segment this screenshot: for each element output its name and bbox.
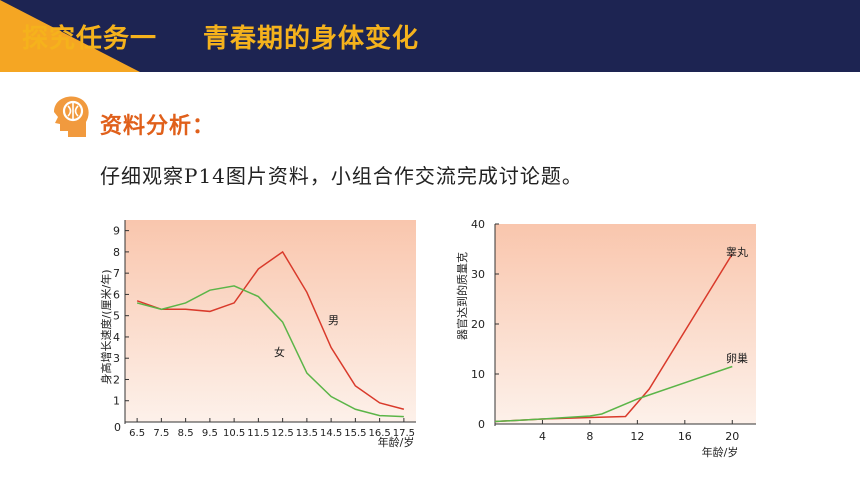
brain-head-icon [54, 96, 89, 137]
origin-label: 0 [478, 418, 485, 431]
y-tick-label: 10 [471, 368, 485, 381]
y-tick-label: 4 [113, 331, 120, 344]
page-title: 探究任务一 青春期的身体变化 [22, 18, 465, 55]
y-tick-label: 20 [471, 318, 485, 331]
x-tick-label: 8.5 [178, 428, 194, 439]
y-axis-label: 身高增长速度/(厘米/年) [99, 270, 113, 385]
series-line-male [136, 250, 405, 410]
plot-background [495, 224, 756, 424]
section-label: 资料分析： [100, 114, 216, 139]
series-line-female [136, 285, 404, 418]
y-tick-label: 3 [113, 352, 120, 365]
series-line-ovary [494, 365, 733, 423]
x-tick-label: 11.5 [247, 428, 269, 439]
y-tick-label: 2 [113, 373, 120, 386]
title-accent-shape [0, 0, 140, 72]
organ-mass-chart: 器官达到的质量克 年龄/岁 0 10 20 30 40 4 8 12 16 20 睾丸 卵巢 [455, 218, 756, 459]
x-tick-label: 14.5 [320, 428, 342, 439]
x-tick-label: 12 [630, 430, 644, 443]
x-tick-label: 4 [539, 430, 546, 443]
y-tick-label: 6 [113, 288, 120, 301]
y-axis-label: 器官达到的质量克 [455, 252, 469, 340]
y-tick-label: 8 [113, 246, 120, 259]
x-tick-label: 16 [678, 430, 692, 443]
x-axis-label: 年龄/岁 [702, 445, 739, 459]
x-tick-label: 9.5 [202, 428, 218, 439]
x-tick-label: 8 [586, 430, 593, 443]
x-tick-label: 17.5 [393, 428, 415, 439]
task-label: 探究任务一 [22, 24, 158, 54]
y-tick-label: 1 [113, 395, 120, 408]
instruction-text: 仔细观察P14图片资料，小组合作交流完成讨论题。 [100, 164, 583, 188]
height-growth-chart: 身高增长速度/(厘米/年) 年龄/岁 0 1 2 3 4 5 6 7 8 9 6.5 7.5 8.5 9… [99, 220, 416, 449]
y-tick-label: 9 [113, 225, 120, 238]
x-tick-label: 10.5 [223, 428, 245, 439]
series-label-ovary: 卵巢 [726, 352, 748, 365]
x-tick-label: 20 [725, 430, 739, 443]
y-tick-label: 30 [471, 268, 485, 281]
y-tick-label: 7 [113, 267, 120, 280]
y-tick-label: 5 [113, 310, 120, 323]
plot-background [125, 220, 416, 422]
origin-label: 0 [114, 421, 121, 434]
y-tick-label: 40 [471, 218, 485, 231]
x-tick-label: 13.5 [296, 428, 318, 439]
series-label-male: 男 [328, 314, 339, 327]
series-label-female: 女 [274, 345, 285, 359]
x-tick-label: 15.5 [344, 428, 366, 439]
series-label-testis: 睾丸 [726, 245, 748, 259]
x-tick-label: 16.5 [368, 428, 390, 439]
x-tick-label: 12.5 [271, 428, 293, 439]
x-tick-label: 6.5 [129, 428, 145, 439]
title-bar: 探究任务一 青春期的身体变化 [0, 0, 860, 72]
topic-title: 青春期的身体变化 [203, 24, 420, 54]
x-axis-label: 年龄/岁 [378, 435, 415, 449]
x-tick-label: 7.5 [153, 428, 169, 439]
